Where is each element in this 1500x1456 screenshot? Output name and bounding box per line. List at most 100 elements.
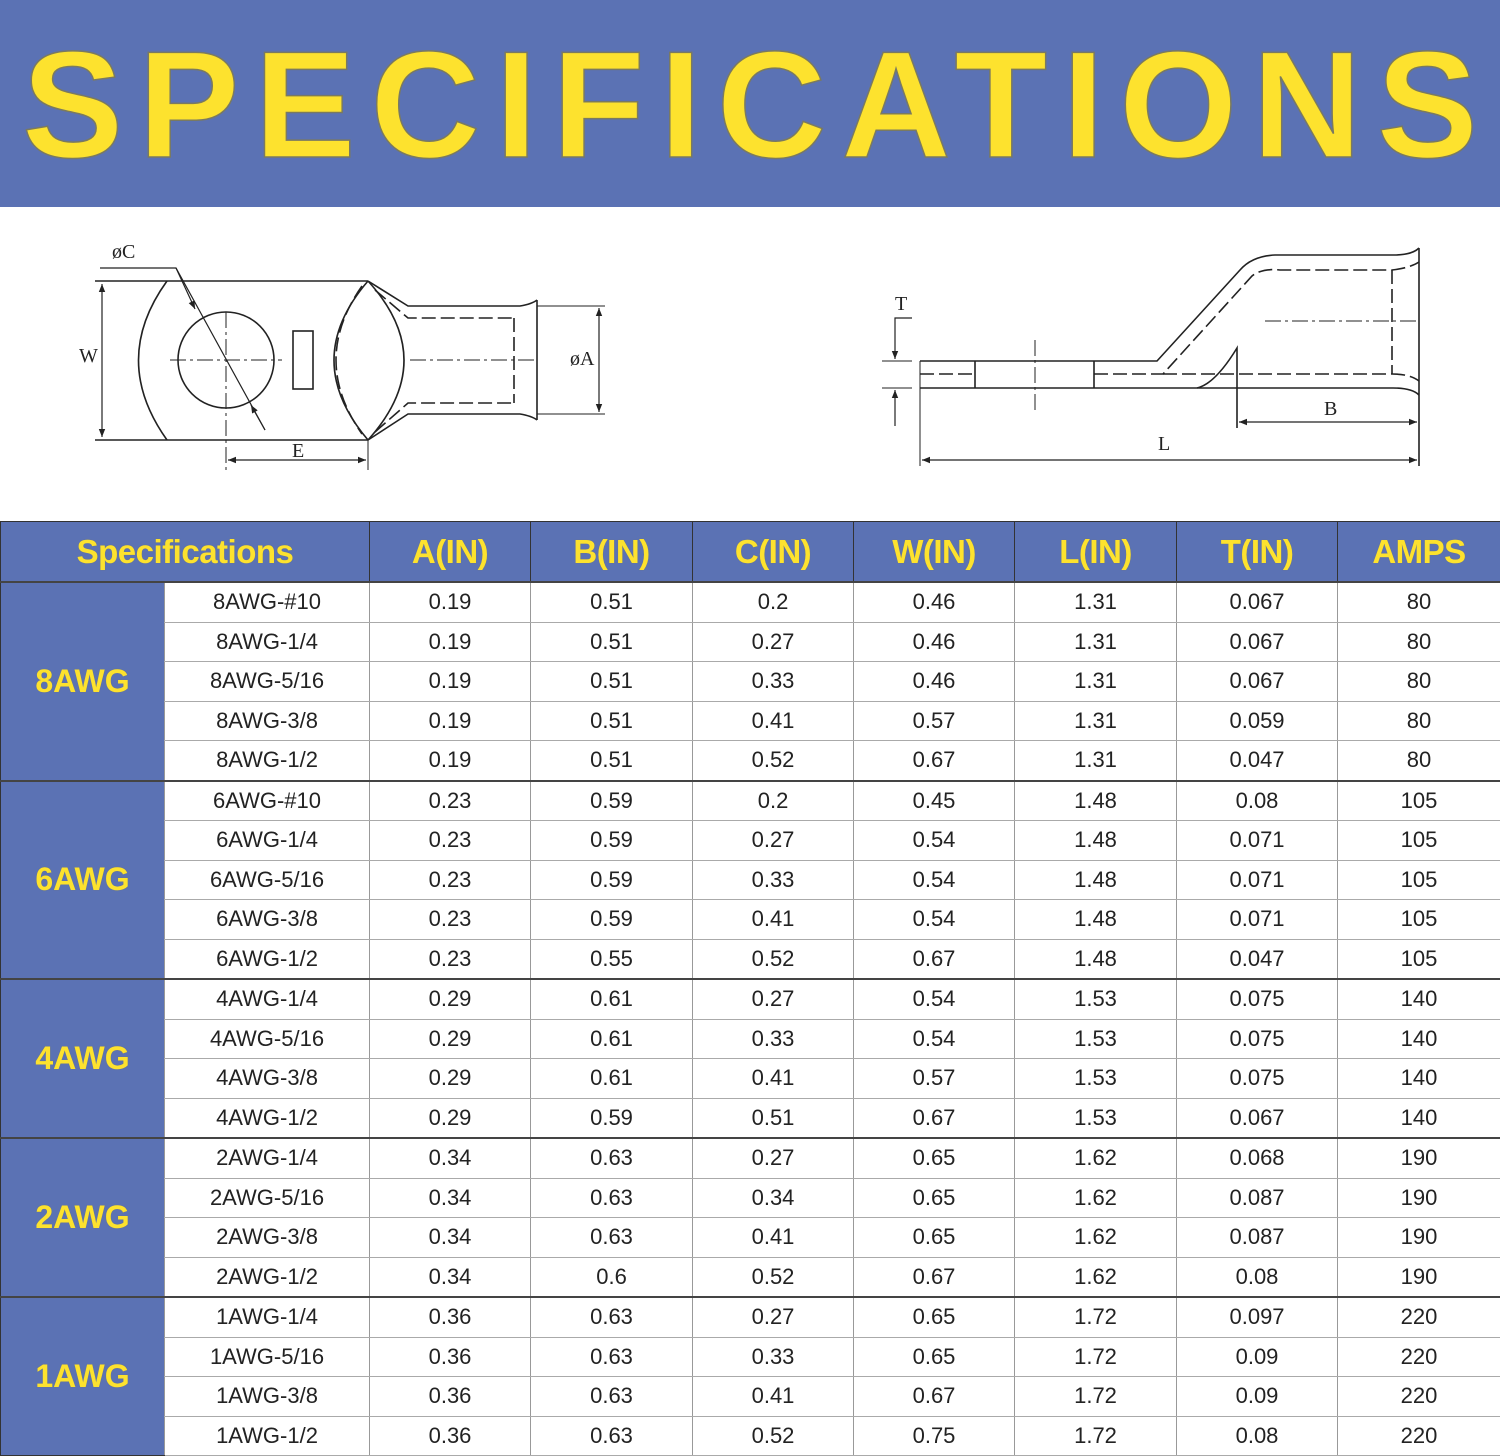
side-view-drawing bbox=[882, 248, 1419, 466]
technical-drawings: øC W øA E T B L bbox=[0, 207, 1500, 521]
value-cell: 0.33 bbox=[693, 860, 854, 900]
value-cell: 0.34 bbox=[370, 1138, 531, 1178]
value-cell: 190 bbox=[1338, 1138, 1500, 1178]
column-header: C(IN) bbox=[693, 522, 854, 583]
value-cell: 1.72 bbox=[1015, 1416, 1177, 1456]
value-cell: 1.31 bbox=[1015, 622, 1177, 662]
value-cell: 0.19 bbox=[370, 662, 531, 702]
value-cell: 0.63 bbox=[531, 1178, 693, 1218]
value-cell: 0.57 bbox=[854, 1059, 1015, 1099]
value-cell: 0.65 bbox=[854, 1337, 1015, 1377]
value-cell: 140 bbox=[1338, 1098, 1500, 1138]
value-cell: 0.51 bbox=[531, 741, 693, 781]
wire-gauge-group-label: 6AWG bbox=[1, 781, 165, 980]
value-cell: 0.27 bbox=[693, 1138, 854, 1178]
value-cell: 0.61 bbox=[531, 1019, 693, 1059]
value-cell: 220 bbox=[1338, 1297, 1500, 1337]
value-cell: 1.72 bbox=[1015, 1337, 1177, 1377]
value-cell: 0.36 bbox=[370, 1416, 531, 1456]
value-cell: 0.54 bbox=[854, 979, 1015, 1019]
value-cell: 0.27 bbox=[693, 1297, 854, 1337]
value-cell: 1.62 bbox=[1015, 1138, 1177, 1178]
page-title: SPECIFICATIONS bbox=[22, 20, 1478, 190]
value-cell: 0.41 bbox=[693, 701, 854, 741]
value-cell: 0.46 bbox=[854, 582, 1015, 622]
value-cell: 0.51 bbox=[531, 662, 693, 702]
wire-gauge-group-label: 2AWG bbox=[1, 1138, 165, 1297]
value-cell: 140 bbox=[1338, 1019, 1500, 1059]
value-cell: 0.36 bbox=[370, 1337, 531, 1377]
value-cell: 0.46 bbox=[854, 662, 1015, 702]
column-header: L(IN) bbox=[1015, 522, 1177, 583]
spec-model-cell: 8AWG-3/8 bbox=[165, 701, 370, 741]
value-cell: 1.53 bbox=[1015, 1019, 1177, 1059]
spec-model-cell: 2AWG-1/2 bbox=[165, 1257, 370, 1297]
value-cell: 0.23 bbox=[370, 821, 531, 861]
value-cell: 0.29 bbox=[370, 1019, 531, 1059]
value-cell: 0.52 bbox=[693, 1416, 854, 1456]
value-cell: 1.48 bbox=[1015, 939, 1177, 979]
value-cell: 1.53 bbox=[1015, 979, 1177, 1019]
spec-model-cell: 1AWG-1/4 bbox=[165, 1297, 370, 1337]
value-cell: 0.65 bbox=[854, 1178, 1015, 1218]
value-cell: 0.51 bbox=[531, 582, 693, 622]
spec-model-cell: 8AWG-1/4 bbox=[165, 622, 370, 662]
value-cell: 0.2 bbox=[693, 582, 854, 622]
spec-model-cell: 6AWG-5/16 bbox=[165, 860, 370, 900]
value-cell: 220 bbox=[1338, 1337, 1500, 1377]
value-cell: 0.59 bbox=[531, 860, 693, 900]
value-cell: 105 bbox=[1338, 900, 1500, 940]
value-cell: 0.59 bbox=[531, 821, 693, 861]
value-cell: 0.52 bbox=[693, 741, 854, 781]
spec-model-cell: 6AWG-3/8 bbox=[165, 900, 370, 940]
value-cell: 0.2 bbox=[693, 781, 854, 821]
value-cell: 1.31 bbox=[1015, 662, 1177, 702]
column-header: A(IN) bbox=[370, 522, 531, 583]
value-cell: 0.23 bbox=[370, 900, 531, 940]
value-cell: 0.63 bbox=[531, 1377, 693, 1417]
column-header: B(IN) bbox=[531, 522, 693, 583]
value-cell: 0.27 bbox=[693, 821, 854, 861]
spec-model-cell: 8AWG-1/2 bbox=[165, 741, 370, 781]
value-cell: 0.087 bbox=[1177, 1178, 1338, 1218]
column-header: AMPS bbox=[1338, 522, 1500, 583]
value-cell: 0.23 bbox=[370, 860, 531, 900]
value-cell: 0.067 bbox=[1177, 1098, 1338, 1138]
value-cell: 190 bbox=[1338, 1178, 1500, 1218]
value-cell: 0.59 bbox=[531, 781, 693, 821]
value-cell: 0.23 bbox=[370, 781, 531, 821]
spec-model-cell: 6AWG-1/2 bbox=[165, 939, 370, 979]
value-cell: 0.6 bbox=[531, 1257, 693, 1297]
value-cell: 80 bbox=[1338, 622, 1500, 662]
value-cell: 0.34 bbox=[370, 1218, 531, 1258]
value-cell: 0.29 bbox=[370, 1098, 531, 1138]
value-cell: 0.075 bbox=[1177, 979, 1338, 1019]
dimension-w-label: W bbox=[79, 345, 98, 367]
value-cell: 0.19 bbox=[370, 701, 531, 741]
value-cell: 0.61 bbox=[531, 979, 693, 1019]
dimension-a-label: øA bbox=[570, 348, 595, 370]
value-cell: 0.59 bbox=[531, 1098, 693, 1138]
value-cell: 0.52 bbox=[693, 939, 854, 979]
value-cell: 0.65 bbox=[854, 1218, 1015, 1258]
spec-model-cell: 2AWG-3/8 bbox=[165, 1218, 370, 1258]
value-cell: 0.67 bbox=[854, 1257, 1015, 1297]
value-cell: 0.51 bbox=[693, 1098, 854, 1138]
value-cell: 0.34 bbox=[370, 1178, 531, 1218]
value-cell: 0.27 bbox=[693, 979, 854, 1019]
value-cell: 0.047 bbox=[1177, 741, 1338, 781]
dimension-b-label: B bbox=[1324, 398, 1337, 420]
value-cell: 0.075 bbox=[1177, 1019, 1338, 1059]
